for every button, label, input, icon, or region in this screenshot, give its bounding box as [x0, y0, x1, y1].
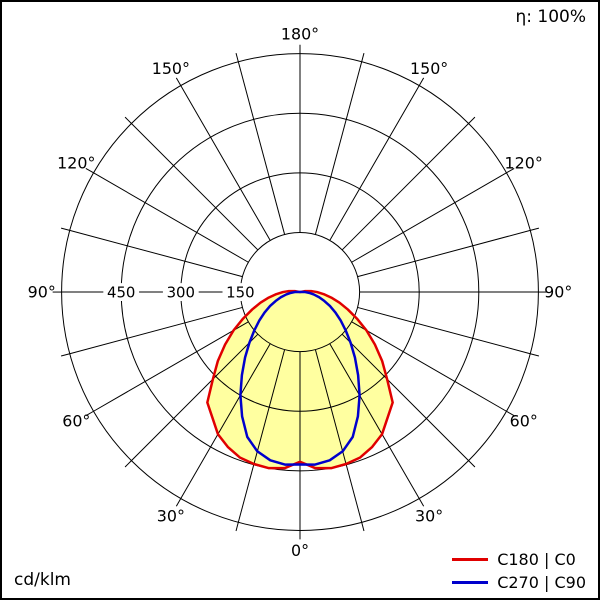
- polar-grid: [52, 44, 548, 540]
- angle-label: 60°: [62, 412, 90, 431]
- grid-spoke: [180, 85, 271, 241]
- ring-label-mask: [103, 283, 140, 301]
- grid-spoke: [351, 172, 507, 263]
- grid-tick: [468, 116, 476, 124]
- grid-spoke: [131, 333, 259, 461]
- grid-tick: [468, 460, 476, 468]
- ring-label-mask: [162, 283, 199, 301]
- angle-label: 0°: [291, 541, 309, 560]
- angle-label: 120°: [57, 153, 95, 172]
- legend-line-c0-icon: [452, 558, 489, 561]
- grid-tick: [530, 353, 540, 357]
- legend-item-c90: C270 | C90: [452, 573, 586, 592]
- angle-label: 30°: [415, 506, 443, 525]
- grid-spoke: [69, 306, 243, 355]
- grid-tick: [361, 53, 365, 62]
- grid-tick: [506, 410, 515, 417]
- legend-label-c0: C180 | C0: [497, 550, 576, 569]
- grid-tick: [85, 167, 94, 174]
- grid-spoke: [341, 123, 469, 251]
- grid-spoke: [314, 349, 363, 523]
- grid-tick: [60, 353, 70, 357]
- grid-spoke: [357, 306, 531, 355]
- angle-label: 150°: [410, 59, 448, 78]
- grid-tick: [235, 522, 239, 532]
- grid-tick: [124, 116, 132, 124]
- grid-spoke: [329, 343, 420, 499]
- ring-label-mask: [222, 283, 259, 301]
- unit-label: cd/klm: [14, 570, 71, 591]
- grid-tick: [506, 167, 515, 174]
- grid-spoke: [69, 229, 243, 278]
- angle-label: 60°: [510, 412, 538, 431]
- angle-label: 30°: [157, 506, 185, 525]
- c270-c90-curve: [239, 290, 361, 466]
- grid-spoke: [341, 333, 469, 461]
- angle-label: 90°: [544, 283, 572, 302]
- efficiency-label: η: 100%: [515, 7, 586, 27]
- grid-tick: [85, 410, 94, 417]
- angle-label: 150°: [152, 59, 190, 78]
- legend: C180 | C0 C270 | C90: [452, 550, 586, 592]
- grid-spoke: [93, 321, 249, 412]
- grid-tick: [530, 227, 540, 231]
- angle-label: 90°: [28, 283, 56, 302]
- grid-spoke: [357, 229, 531, 278]
- c180-c0-curve: [206, 289, 394, 470]
- grid-spoke: [329, 85, 420, 241]
- grid-spoke: [180, 343, 271, 499]
- grid-tick: [175, 498, 182, 507]
- grid-spoke: [93, 172, 249, 263]
- grid-tick: [175, 77, 182, 86]
- angle-label: 180°: [281, 24, 319, 43]
- legend-line-c90-icon: [452, 581, 489, 584]
- grid-spoke: [314, 61, 363, 235]
- grid-spoke: [237, 349, 286, 523]
- grid-spoke: [237, 61, 286, 235]
- grid-tick: [60, 227, 70, 231]
- grid-spoke: [351, 321, 507, 412]
- grid-tick: [418, 498, 425, 507]
- ring-value-label: 300: [167, 283, 195, 301]
- grid-spoke: [131, 123, 259, 251]
- angle-label: 120°: [505, 153, 543, 172]
- grid-tick: [361, 522, 365, 532]
- legend-label-c90: C270 | C90: [497, 573, 586, 592]
- ring-value-label: 150: [226, 283, 254, 301]
- grid-tick: [418, 77, 425, 86]
- ring-value-label: 450: [107, 283, 135, 301]
- grid-tick: [124, 460, 132, 468]
- grid-tick: [235, 53, 239, 62]
- legend-item-c0: C180 | C0: [452, 550, 586, 569]
